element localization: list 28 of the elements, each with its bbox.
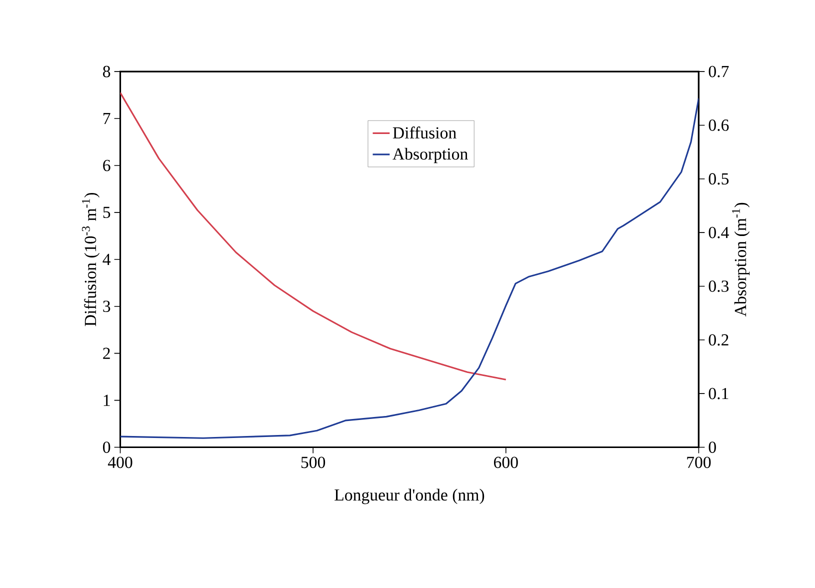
legend-label: Diffusion — [392, 126, 456, 138]
y-tick-label: 1 — [104, 394, 110, 406]
y-axis-title: Diffusion (10$^{-3}$ m$^{-1}$) — [82, 192, 100, 326]
legend-label: Absorption — [392, 148, 468, 163]
y2-tick-label: 0.1 — [708, 388, 728, 400]
y2-tick-label: 0.5 — [708, 172, 729, 184]
x-tick-label: 600 — [494, 456, 518, 468]
y-tick-label: 7 — [103, 112, 110, 124]
y-tick-label: 6 — [103, 160, 110, 171]
y2-tick-label: 0.7 — [708, 66, 729, 78]
y-tick-label: 5 — [103, 206, 110, 218]
x-tick-label: 700 — [687, 456, 711, 468]
x-axis-title: Longueur d'onde (nm) — [334, 488, 484, 504]
y2-tick-label: 0.4 — [708, 226, 729, 238]
x-tick-label: 400 — [108, 456, 132, 468]
y2-axis-title: Absorption (m$^{-1}$) — [732, 202, 750, 316]
y2-tick-label: 0 — [708, 441, 716, 453]
line-series — [120, 97, 699, 439]
x-tick-label: 500 — [301, 456, 326, 468]
y-tick-label: 4 — [102, 254, 111, 265]
y2-tick-label: 0.6 — [708, 119, 729, 131]
y-tick-label: 8 — [103, 66, 110, 78]
line-series — [120, 92, 507, 380]
y-tick-label: 3 — [103, 300, 110, 312]
y-tick-label: 2 — [103, 348, 110, 359]
y2-tick-label: 0.2 — [708, 334, 728, 346]
y2-tick-label: 0.3 — [708, 280, 729, 292]
y-tick-label: 0 — [103, 441, 110, 453]
